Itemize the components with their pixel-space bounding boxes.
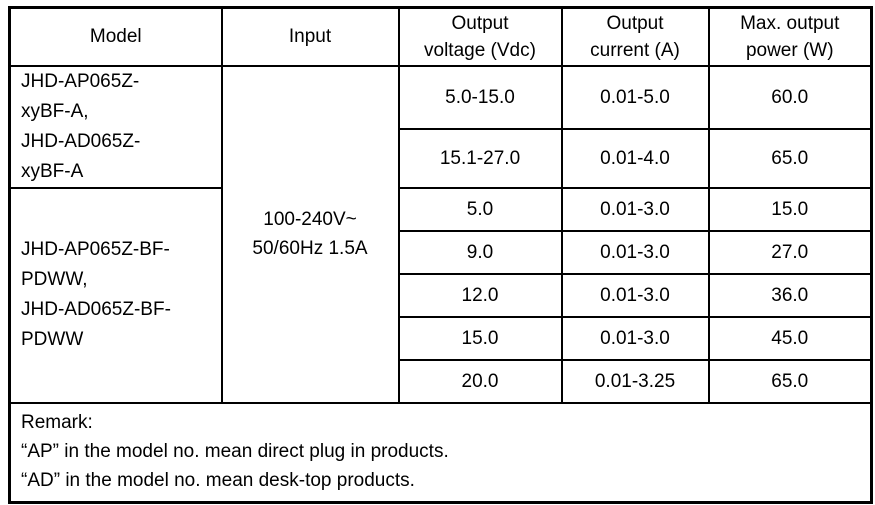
current-cell: 0.01-5.0 [560, 64, 710, 131]
current-cell: 0.01-3.0 [560, 186, 710, 232]
header-model: Model [8, 6, 223, 67]
voltage-cell: 20.0 [397, 358, 563, 404]
current-cell: 0.01-3.0 [560, 315, 710, 361]
voltage-cell: 12.0 [397, 272, 563, 318]
voltage-cell: 15.1-27.0 [397, 128, 563, 189]
table-row: 15.0 0.01-3.0 45.0 [10, 315, 873, 361]
remark-title: Remark: [21, 411, 93, 433]
power-spec-table: Model Input Output voltage (Vdc) Output … [8, 6, 873, 504]
current-cell: 0.01-3.0 [560, 272, 710, 318]
header-input: Input [220, 6, 400, 67]
table-row: 9.0 0.01-3.0 27.0 [10, 229, 873, 275]
remark-row: Remark: “AP” in the model no. mean direc… [8, 401, 873, 503]
remark-line-ap: “AP” in the model no. mean direct plug i… [21, 440, 449, 462]
input-cell: 100-240V~ 50/60Hz 1.5A [220, 64, 400, 404]
model-group-1-cell: JHD-AP065Z- xyBF-A, JHD-AD065Z- xyBF-A [8, 64, 223, 189]
power-cell: 65.0 [707, 128, 873, 189]
current-cell: 0.01-3.25 [560, 358, 710, 404]
table-row: 15.1-27.0 0.01-4.0 65.0 [10, 128, 873, 189]
header-output-current: Output current (A) [560, 6, 710, 67]
voltage-cell: 9.0 [397, 229, 563, 275]
header-output-voltage: Output voltage (Vdc) [397, 6, 563, 67]
power-cell: 15.0 [707, 186, 873, 232]
current-cell: 0.01-4.0 [560, 128, 710, 189]
power-cell: 36.0 [707, 272, 873, 318]
table-row: 20.0 0.01-3.25 65.0 [10, 358, 873, 404]
table-row: JHD-AP065Z- xyBF-A, JHD-AD065Z- xyBF-A 1… [8, 64, 873, 404]
remark-line-ad: “AD” in the model no. mean desk-top prod… [21, 469, 415, 491]
table-row: 12.0 0.01-3.0 36.0 [10, 272, 873, 318]
voltage-cell: 5.0 [397, 186, 563, 232]
header-row: Model Input Output voltage (Vdc) Output … [8, 6, 873, 67]
power-cell: 60.0 [707, 64, 873, 131]
current-cell: 0.01-3.0 [560, 229, 710, 275]
table-row: JHD-AP065Z-BF- PDWW, JHD-AD065Z-BF- PDWW… [8, 186, 873, 404]
model-group-2-cell: JHD-AP065Z-BF- PDWW, JHD-AD065Z-BF- PDWW [8, 186, 223, 404]
power-cell: 27.0 [707, 229, 873, 275]
voltage-cell: 5.0-15.0 [397, 64, 563, 131]
power-cell: 65.0 [707, 358, 873, 404]
remark-cell: Remark: “AP” in the model no. mean direc… [8, 401, 873, 503]
header-max-output-power: Max. output power (W) [707, 6, 873, 67]
voltage-cell: 15.0 [397, 315, 563, 361]
power-cell: 45.0 [707, 315, 873, 361]
